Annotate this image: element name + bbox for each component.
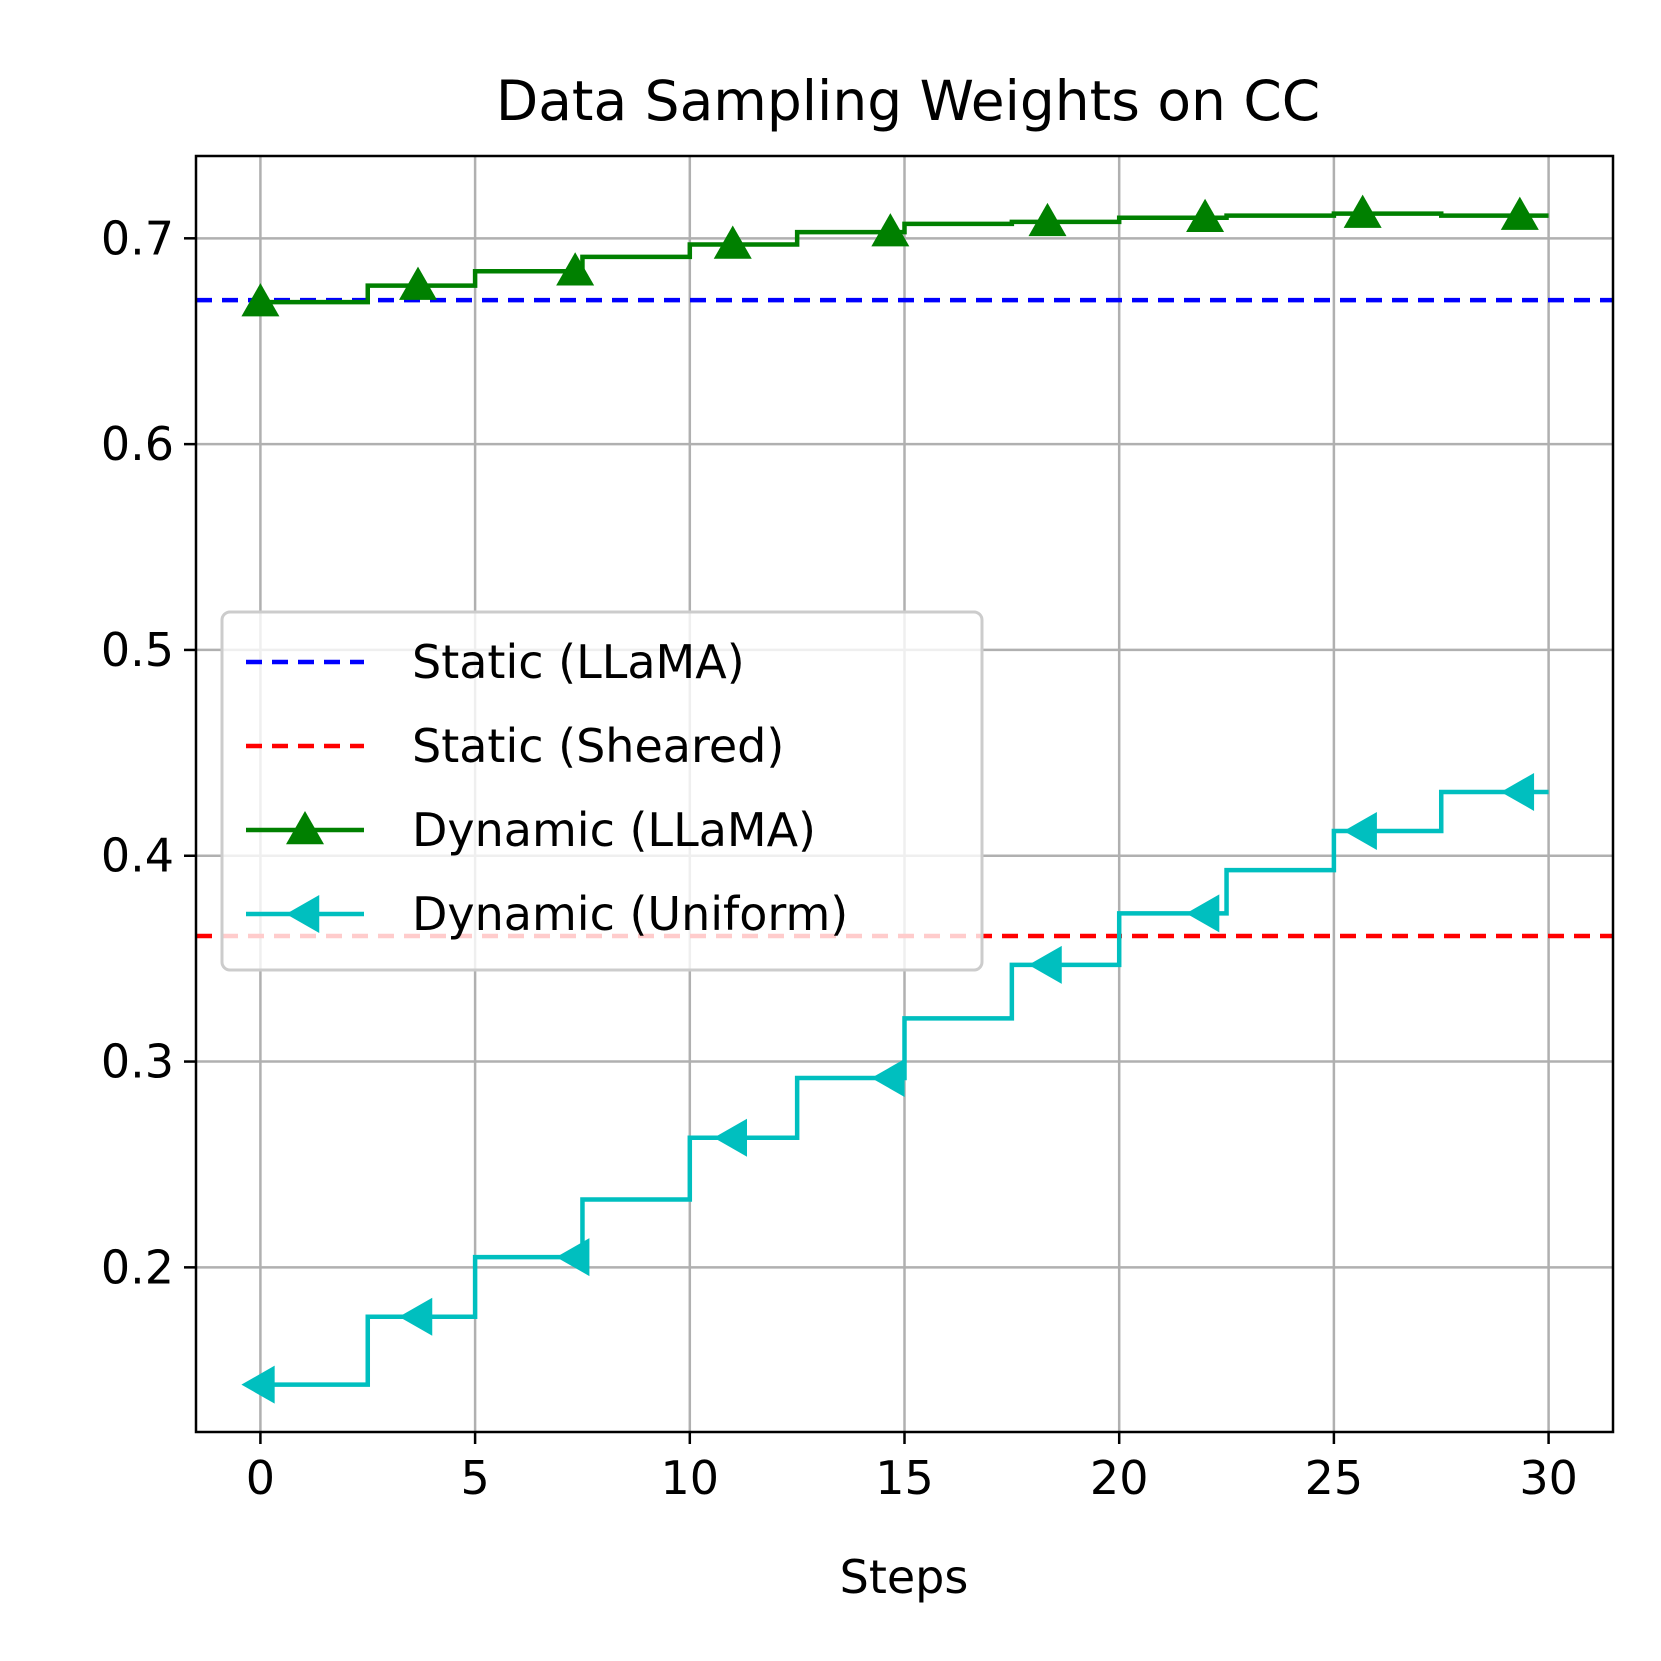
series-marker — [1028, 945, 1062, 984]
x-tick-label: 20 — [1090, 1451, 1149, 1505]
series-marker — [1186, 198, 1225, 232]
legend-label: Dynamic (Uniform) — [412, 887, 848, 941]
series-marker — [398, 266, 437, 300]
ticks: 0 5 10 15 20 25 30 0.2 0.3 0.4 0.5 0.6 0.7 — [101, 211, 1578, 1505]
series-marker — [241, 283, 280, 317]
legend: Static (LLaMA) Static (Sheared) Dynamic (L… — [220, 610, 984, 972]
y-tick-label: 0.7 — [101, 211, 174, 265]
series-marker — [1343, 812, 1377, 851]
y-tick-label: 0.2 — [101, 1240, 174, 1294]
x-tick-label: 0 — [246, 1451, 275, 1505]
y-tick-label: 0.6 — [101, 417, 174, 471]
x-tick-label: 15 — [875, 1451, 934, 1505]
x-tick-label: 25 — [1305, 1451, 1364, 1505]
x-tick-label: 10 — [661, 1451, 720, 1505]
series-marker — [871, 1059, 905, 1098]
series-marker — [871, 213, 910, 247]
legend-label: Dynamic (LLaMA) — [412, 803, 816, 857]
series-marker — [1500, 196, 1539, 230]
chart-title: Data Sampling Weights on CC — [496, 69, 1320, 133]
series-marker — [398, 1297, 433, 1336]
series-marker — [1186, 894, 1220, 933]
series-marker — [713, 225, 752, 259]
series-line — [260, 789, 1549, 1387]
series-marker — [241, 1365, 275, 1404]
legend-marker — [286, 811, 324, 845]
y-tick-label: 0.3 — [101, 1035, 174, 1089]
series-marker — [1343, 194, 1382, 228]
series-marker — [1500, 772, 1535, 811]
series-line — [260, 211, 1549, 305]
x-tick-label: 5 — [460, 1451, 489, 1505]
series-marker — [1028, 202, 1067, 237]
legend-label: Static (Sheared) — [412, 719, 784, 773]
x-axis-label: Steps — [840, 1550, 969, 1604]
series-marker — [556, 1238, 590, 1277]
y-tick-label: 0.5 — [101, 623, 174, 677]
legend-label: Static (LLaMA) — [412, 635, 745, 689]
legend-box — [220, 610, 984, 972]
series-marker — [713, 1118, 747, 1157]
y-tick-label: 0.4 — [101, 829, 174, 883]
legend-marker — [286, 895, 320, 933]
series-marker — [556, 252, 595, 286]
x-tick-label: 30 — [1519, 1451, 1578, 1505]
